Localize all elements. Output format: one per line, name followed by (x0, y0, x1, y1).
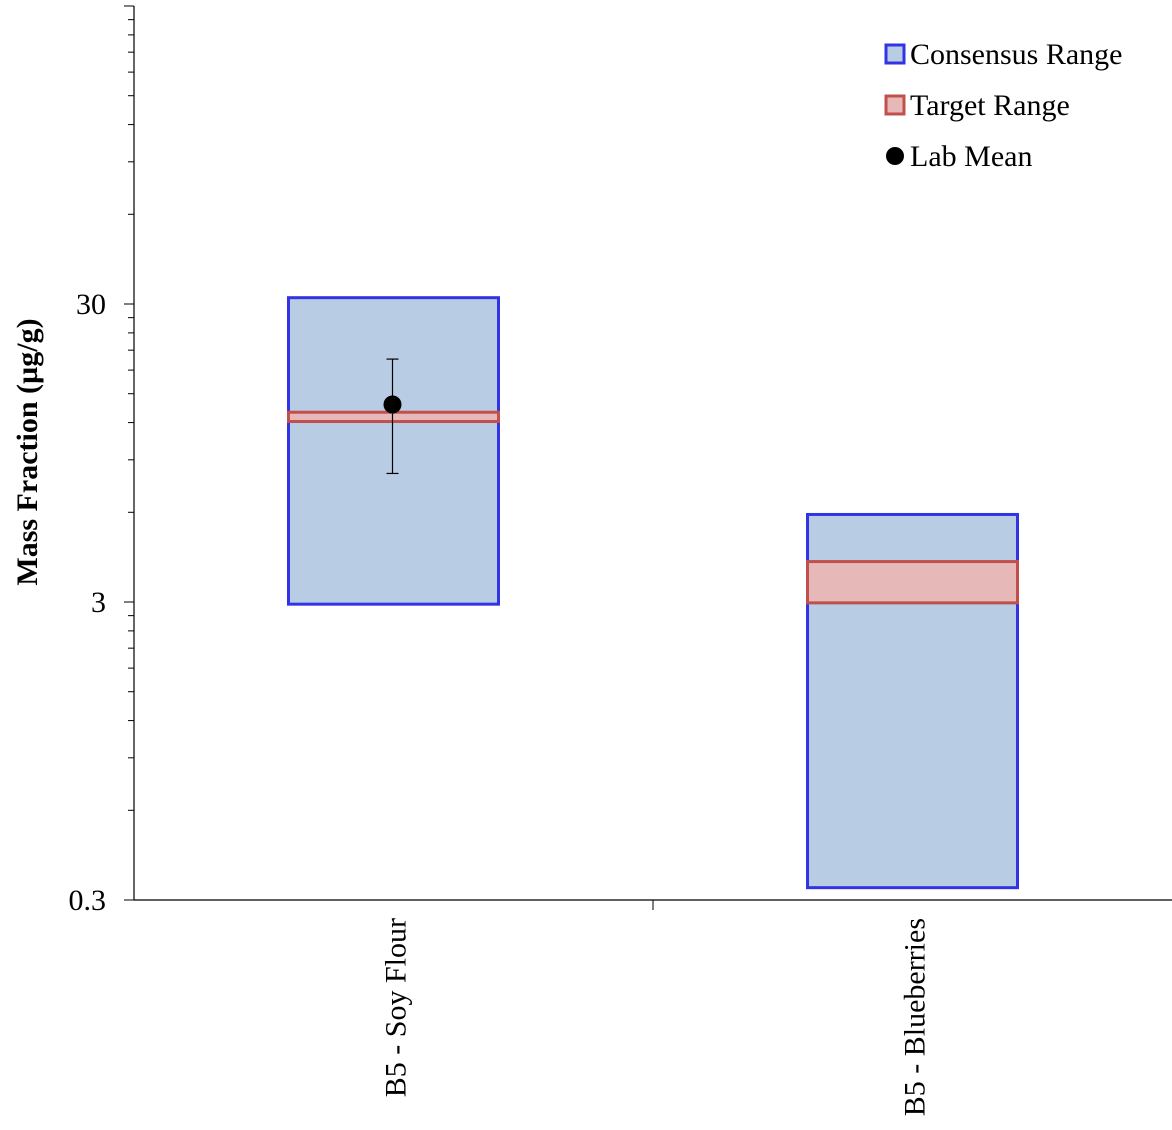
legend-label-target-range: Target Range (910, 89, 1070, 122)
x-category-label: B5 - Blueberries (899, 918, 932, 1116)
legend-swatch-target-range (884, 94, 906, 116)
legend-label-lab-mean: Lab Mean (910, 140, 1032, 173)
y-axis-label: Mass Fraction (µg/g) (11, 318, 44, 585)
legend-swatch-consensus-range (884, 43, 906, 65)
legend-swatch-lab-mean (886, 147, 904, 165)
x-category-label: B5 - Soy Flour (380, 918, 413, 1097)
y-tick-label: 3 (91, 586, 106, 619)
y-tick-label: 30 (76, 288, 106, 321)
lab-mean-point (383, 395, 402, 414)
legend: Consensus Range Target Range Lab Mean (884, 38, 1123, 173)
range-boxes (287, 296, 1019, 890)
tick-labels: 0.3 3 30 (69, 288, 107, 917)
legend-label-consensus-range: Consensus Range (910, 38, 1123, 71)
lab-means (383, 358, 402, 475)
consensus-range-box (287, 296, 500, 606)
y-tick-label: 0.3 (69, 884, 107, 917)
target-range-box (806, 560, 1019, 605)
target-range-box (287, 410, 500, 424)
category-labels: B5 - Soy Flour B5 - Blueberries (380, 918, 932, 1116)
axes (124, 5, 1172, 910)
